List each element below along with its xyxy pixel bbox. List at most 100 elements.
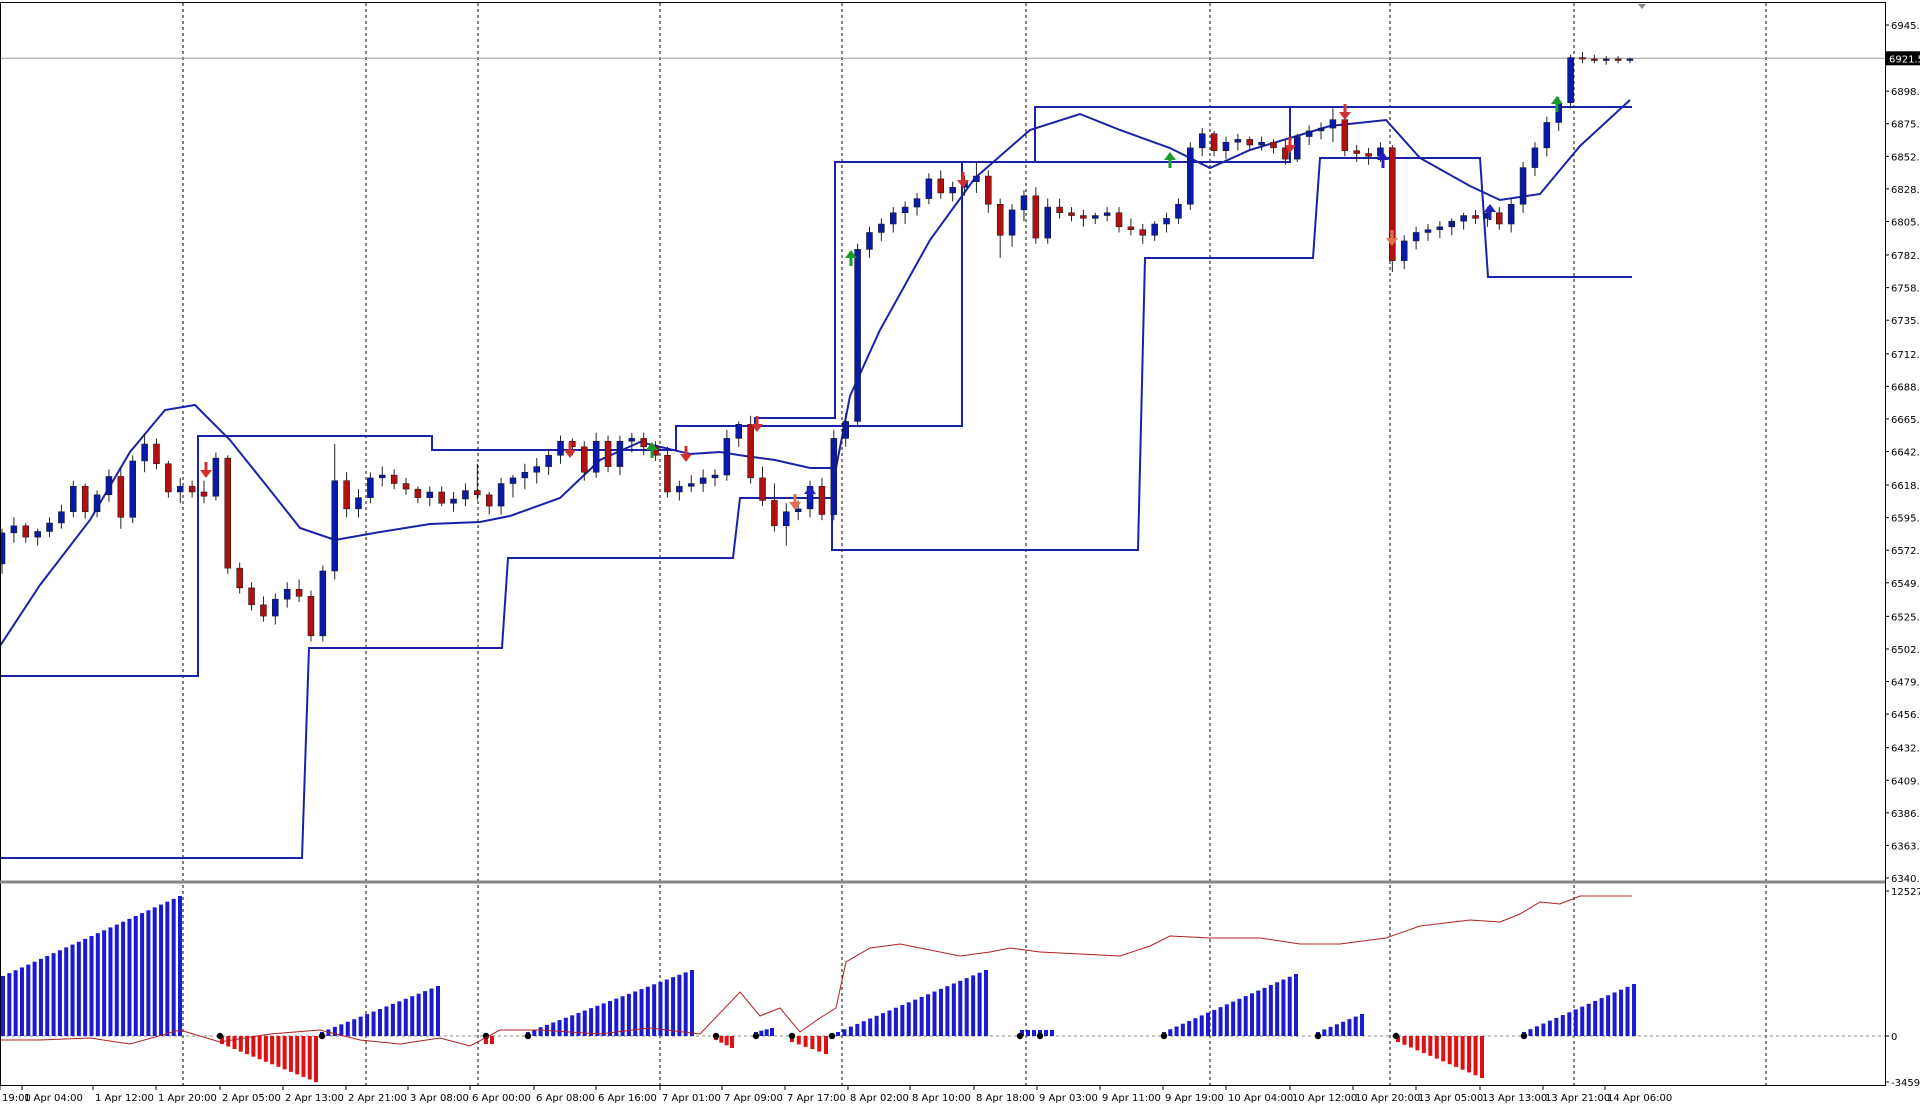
candle-bull (1519, 167, 1527, 205)
sell-arrow-icon (1386, 230, 1398, 246)
candle-bear (485, 494, 493, 507)
current-price-label-bg (1886, 51, 1920, 66)
histogram-bar (1341, 1021, 1346, 1036)
histogram-bar (146, 910, 151, 1036)
histogram-bar (332, 1026, 337, 1036)
histogram-bar (1541, 1023, 1546, 1036)
candle-bull (283, 589, 291, 600)
histogram-bar (1044, 1030, 1048, 1036)
histogram-bar (390, 1003, 395, 1036)
histogram-bar (1174, 1026, 1179, 1036)
candle-bear (474, 490, 481, 496)
candle-bull (711, 474, 719, 479)
price-axis: 6945.10 6921.50 6898.20 6875.10 6852.00 6828.… (1885, 21, 1920, 1089)
histogram-dot (788, 1032, 796, 1040)
histogram-bar (127, 918, 132, 1036)
candle-bear (1591, 58, 1598, 61)
histogram-bar (152, 907, 157, 1036)
candle-bull (319, 570, 327, 637)
time-tick-label: 13 Apr 05:00 (1418, 1093, 1483, 1104)
histogram-bar (608, 1001, 612, 1036)
histogram-bar (307, 1036, 312, 1080)
candle-bull (34, 531, 41, 538)
candle-bear (985, 175, 992, 205)
histogram-bar (64, 947, 69, 1036)
histogram-bar (1218, 1007, 1223, 1036)
candle-bull (783, 511, 790, 527)
candle-bear (390, 474, 398, 484)
candle-bull (1460, 215, 1467, 222)
candle-bull (1103, 212, 1111, 216)
time-tick-label: 8 Apr 02:00 (850, 1093, 909, 1104)
histogram-bar (1547, 1020, 1552, 1036)
histogram-bar (220, 1036, 224, 1044)
candle-bear (1282, 147, 1289, 160)
histogram-bar (1612, 992, 1617, 1036)
histogram-bar (232, 1036, 237, 1050)
candle-bear (248, 587, 255, 606)
sell-arrow-icon (564, 442, 576, 458)
candle-bull (46, 522, 53, 532)
candle-bear (747, 424, 754, 479)
histogram-bar (557, 1020, 562, 1036)
histogram-bar (339, 1024, 344, 1036)
histogram-bar (770, 1028, 774, 1036)
candle-bear (1056, 206, 1063, 213)
candle-bear (260, 604, 267, 617)
histogram-bar (951, 983, 956, 1036)
candle-bull (913, 198, 921, 208)
histogram-bar (1275, 982, 1280, 1036)
histogram-bar (887, 1010, 892, 1036)
histogram-bar (836, 1032, 840, 1036)
histogram-dot (828, 1032, 836, 1040)
moving-average-line (0, 99, 1631, 647)
sell-arrow-icon (957, 172, 969, 188)
histogram-bar (958, 980, 963, 1036)
histogram-bar (1250, 993, 1254, 1036)
sell-arrow-icon (1284, 137, 1296, 153)
candle-bull (854, 249, 861, 422)
candle-bull (1400, 240, 1408, 261)
price-tick-label: 6642.70 (1891, 448, 1920, 459)
oscillator-line (0, 895, 1632, 1047)
time-tick-label: 9 Apr 11:00 (1102, 1093, 1161, 1104)
histogram-bar (1193, 1018, 1198, 1036)
histogram-dot (482, 1032, 490, 1040)
buy-arrow-icon (1164, 152, 1176, 168)
candle-bull (1602, 58, 1610, 61)
candle-bull (830, 438, 838, 515)
time-tick-label: 2 Apr 21:00 (348, 1093, 407, 1104)
candle-bull (1305, 130, 1313, 137)
candle-bull (592, 440, 600, 473)
candle-bull (129, 460, 136, 518)
candle-bull (105, 476, 113, 496)
time-tick-label: 2 Apr 13:00 (285, 1093, 344, 1104)
histogram-bar (314, 1036, 318, 1082)
histogram-bar (1402, 1036, 1407, 1045)
histogram-bar (893, 1007, 898, 1036)
candle-bear (759, 477, 766, 501)
histogram-bar (861, 1021, 866, 1036)
price-tick-label: 6456.50 (1891, 710, 1920, 721)
histogram-bar (1268, 985, 1273, 1036)
histogram-bar (416, 993, 421, 1036)
candle-bear (1127, 226, 1135, 230)
time-tick-label: 7 Apr 01:00 (662, 1093, 721, 1104)
histogram-bar (817, 1036, 822, 1052)
candle-bull (1567, 57, 1574, 103)
histogram-bar (1243, 996, 1248, 1036)
candle-bear (188, 486, 196, 493)
candle-bull (212, 457, 220, 497)
candle-bear (1579, 57, 1586, 60)
candle-bull (509, 477, 517, 484)
candle-bull (1092, 215, 1099, 219)
histogram-bar (326, 1029, 331, 1036)
candle-bull (141, 443, 148, 462)
histogram-bar (652, 984, 657, 1036)
histogram-bar (1421, 1036, 1426, 1054)
candle-bear (1080, 215, 1087, 219)
price-tick-label: 6758.90 (1891, 284, 1920, 295)
histogram-bar (576, 1012, 581, 1036)
histogram-bar (1199, 1015, 1204, 1036)
